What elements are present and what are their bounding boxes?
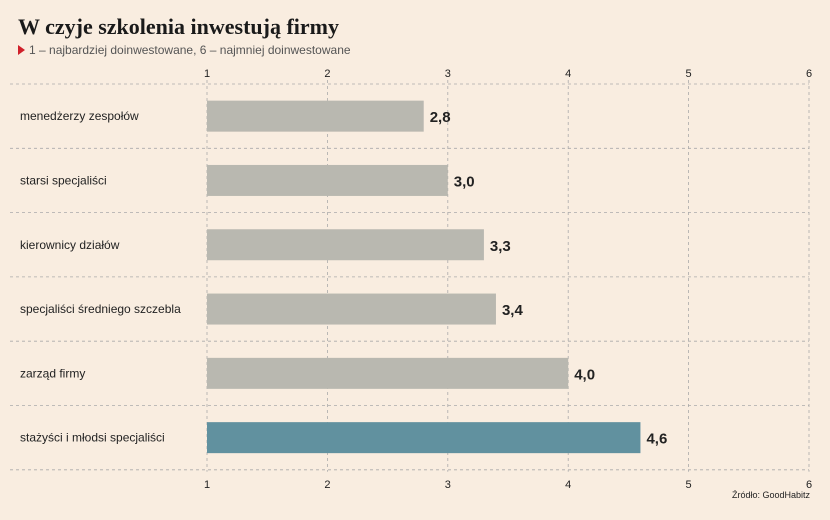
chart-title: W czyje szkolenia inwestują firmy [18,14,339,39]
value-label: 4,0 [574,366,595,383]
category-label: stażyści i młodsi specjaliści [20,431,165,445]
x-tick-label-bottom: 4 [565,479,571,491]
x-tick-label-top: 6 [806,68,812,80]
x-tick-label-bottom: 5 [686,479,692,491]
category-label: menedżerzy zespołów [20,109,139,123]
x-tick-label-top: 3 [445,68,451,80]
subtitle-text: 1 – najbardziej doinwestowane, 6 – najmn… [29,43,351,57]
red-triangle-bullet-icon [18,45,25,55]
source-note: Źródło: GoodHabitz [731,490,810,500]
category-label: zarząd firmy [20,366,85,380]
category-label: starsi specjaliści [20,173,107,187]
bar [207,229,484,261]
value-label: 3,0 [454,173,475,190]
category-label: kierownicy działów [20,238,120,252]
x-tick-label-top: 2 [324,68,330,80]
x-tick-label-bottom: 3 [445,479,451,491]
bar [207,164,448,196]
category-label: specjaliści średniego szczebla [20,302,181,316]
x-tick-label-bottom: 6 [806,479,812,491]
chart-subtitle: 1 – najbardziej doinwestowane, 6 – najmn… [18,43,351,57]
x-tick-label-bottom: 1 [204,479,210,491]
x-tick-label-top: 4 [565,68,571,80]
value-label: 3,3 [490,238,511,255]
value-label: 3,4 [502,302,524,319]
bar [207,100,424,132]
value-label: 2,8 [430,109,451,126]
bar [207,293,496,325]
x-tick-label-top: 5 [686,68,692,80]
bar [207,357,569,389]
x-tick-label-top: 1 [204,68,210,80]
x-tick-label-bottom: 2 [324,479,330,491]
value-label: 4,6 [646,431,667,448]
bar [207,422,641,454]
